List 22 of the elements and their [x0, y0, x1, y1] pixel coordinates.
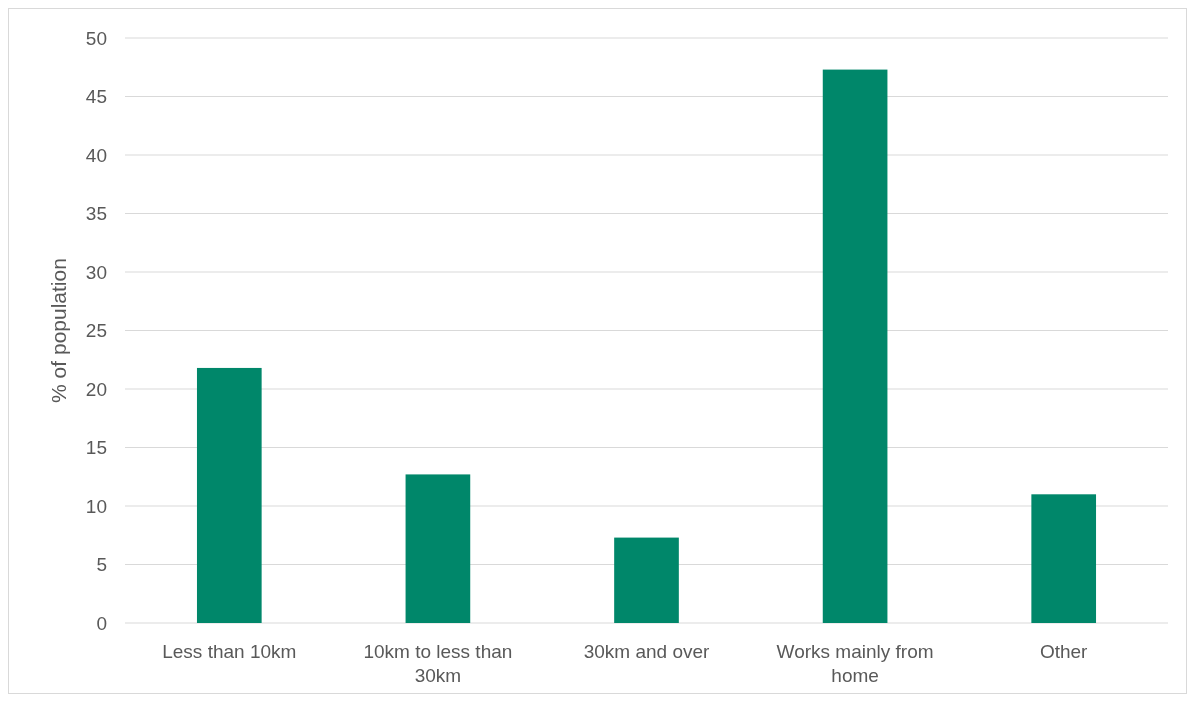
y-tick-label: 0 [96, 612, 107, 634]
bar [614, 537, 679, 623]
bar [822, 69, 888, 623]
bar [1031, 494, 1097, 623]
y-tick-label: 45 [85, 86, 107, 108]
bar [196, 367, 262, 623]
x-tick-label: Less than 10km [162, 641, 297, 662]
y-tick-label: 25 [85, 320, 107, 342]
y-tick-label: 40 [85, 144, 107, 166]
y-tick-label: 20 [85, 378, 107, 400]
x-tick-label: Works mainly from home [776, 641, 934, 686]
y-tick-label: 35 [85, 203, 107, 225]
y-axis-title: % of population [47, 258, 70, 403]
y-tick-label: 30 [85, 261, 107, 283]
bar [405, 474, 471, 623]
y-tick-label: 50 [85, 27, 107, 49]
y-tick-label: 15 [85, 437, 107, 459]
x-tick-label: 30km and over [583, 641, 711, 662]
y-tick-label: 5 [96, 554, 107, 576]
x-tick-label: Other [1039, 641, 1089, 662]
y-tick-label: 10 [85, 495, 107, 517]
x-tick-label: 10km to less than 30km [363, 641, 513, 686]
